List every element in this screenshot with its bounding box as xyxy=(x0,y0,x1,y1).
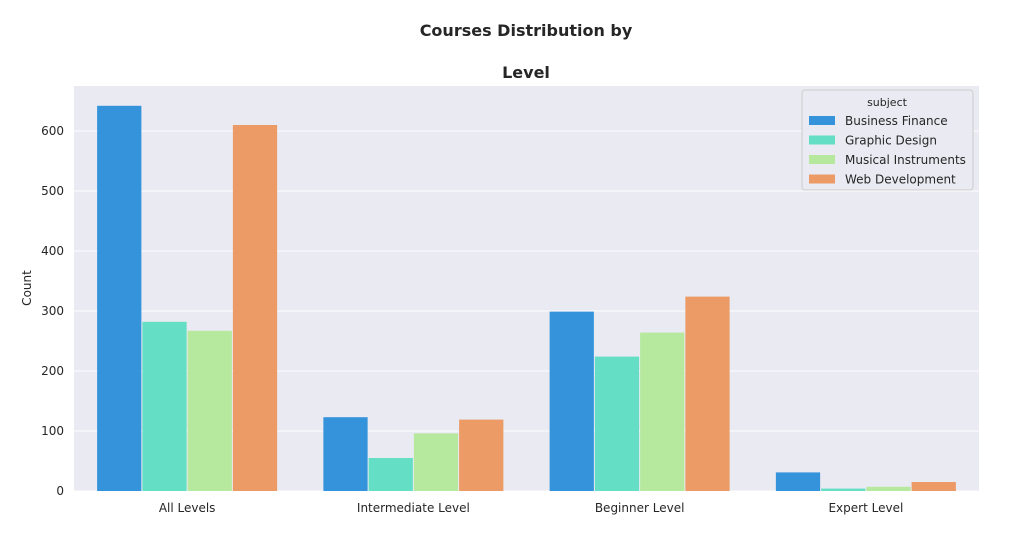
chart-title-line-2: Level xyxy=(502,63,550,82)
bar-expert-level-business-finance xyxy=(775,472,821,491)
legend-items: Business Finance Graphic Design Musical In… xyxy=(809,114,966,187)
legend-swatch xyxy=(809,135,835,145)
bar-beginner-level-musical-instruments xyxy=(640,332,685,491)
legend-box xyxy=(801,89,974,191)
legend-label: Musical Instruments xyxy=(845,153,966,167)
bar-beginner-level-business-finance xyxy=(549,311,594,491)
y-axis-ticks: 0 100 200 300 400 500 600 xyxy=(41,124,64,498)
bar-expert-level-musical-instruments xyxy=(866,486,911,491)
y-axis-label: Count xyxy=(20,270,34,306)
bar-beginner-level-graphic-design xyxy=(594,356,640,491)
y-tick-label: 0 xyxy=(56,484,64,498)
bar-intermediate-level-musical-instruments xyxy=(413,433,459,491)
bar-all-levels-graphic-design xyxy=(142,321,187,491)
y-tick-label: 500 xyxy=(41,184,64,198)
bar-intermediate-level-web-development xyxy=(459,419,504,491)
legend: subject Business Finance Graphic Design Mu… xyxy=(801,89,974,191)
x-tick-label: Expert Level xyxy=(828,501,903,515)
bar-beginner-level-web-development xyxy=(685,296,730,491)
x-tick-label: All Levels xyxy=(159,501,216,515)
bar-all-levels-business-finance xyxy=(97,105,142,492)
legend-swatch xyxy=(809,116,835,125)
legend-label: Web Development xyxy=(845,173,956,187)
bar-all-levels-musical-instruments xyxy=(187,330,232,491)
legend-swatch xyxy=(809,155,835,164)
legend-title: subject xyxy=(867,96,908,109)
legend-label: Graphic Design xyxy=(845,134,937,148)
bar-expert-level-graphic-design xyxy=(821,488,866,491)
x-tick-label: Beginner Level xyxy=(595,501,685,515)
y-tick-label: 600 xyxy=(41,124,64,138)
x-tick-label: Intermediate Level xyxy=(357,501,470,515)
y-tick-label: 300 xyxy=(41,304,64,318)
bar-expert-level-web-development xyxy=(911,482,956,491)
legend-swatch xyxy=(809,174,835,184)
bar-intermediate-level-graphic-design xyxy=(368,458,413,491)
y-tick-label: 400 xyxy=(41,244,64,258)
legend-label: Business Finance xyxy=(845,114,948,128)
bars xyxy=(97,105,956,492)
bar-all-levels-web-development xyxy=(232,125,278,491)
y-tick-label: 200 xyxy=(41,364,64,378)
y-tick-label: 100 xyxy=(41,424,64,438)
chart-title-line-1: Courses Distribution by xyxy=(420,21,633,40)
bar-intermediate-level-business-finance xyxy=(323,417,368,491)
x-axis-ticks: All Levels Intermediate Level Beginner Lev… xyxy=(159,501,903,515)
